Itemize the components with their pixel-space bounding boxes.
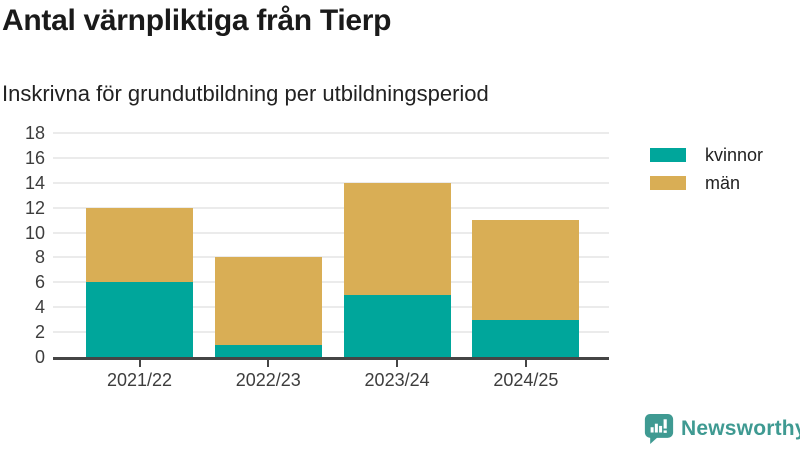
legend-label: män xyxy=(705,172,741,193)
y-axis-tick-label: 4 xyxy=(34,297,45,318)
y-axis-tick-label: 10 xyxy=(24,222,45,243)
bar-segment xyxy=(86,207,193,283)
newsworthy-bar-chart-bubble-icon xyxy=(644,414,674,444)
gridline xyxy=(53,306,609,309)
x-axis-tick xyxy=(396,360,399,367)
x-axis-tick-label: 2022/23 xyxy=(235,370,301,390)
newsworthy-logo: Newsworthy xyxy=(644,413,800,445)
y-axis-tick-label: 14 xyxy=(24,172,45,193)
y-axis-tick-label: 12 xyxy=(24,197,45,218)
chart-subtitle: Inskrivna för grundutbildning per utbild… xyxy=(2,81,489,106)
y-axis-tick-label: 6 xyxy=(34,272,45,293)
legend-label: kvinnor xyxy=(705,144,764,165)
y-axis-tick-label: 2 xyxy=(34,322,45,343)
legend-swatch-kvinnor xyxy=(650,148,686,162)
newsworthy-wordmark: Newsworthy xyxy=(681,417,800,440)
legend-item-män: män xyxy=(650,172,763,193)
gridline xyxy=(53,331,609,334)
legend-item-kvinnor: kvinnor xyxy=(650,144,764,165)
gridline xyxy=(53,281,609,284)
stacked-bar-chart-plot-area: 0 2 4 6 8 10 12 14 16 18 2021/22 2022/23 2023/24 2024… xyxy=(25,123,609,390)
bar-segment xyxy=(214,344,322,357)
x-axis-line xyxy=(53,357,609,360)
x-axis-tick xyxy=(524,360,527,367)
gridline xyxy=(53,156,609,159)
y-axis-tick-label: 8 xyxy=(34,247,45,268)
bar-segment xyxy=(214,257,322,345)
y-axis-tick-label: 18 xyxy=(24,123,45,143)
chart-title: Antal värnpliktiga från Tierp xyxy=(2,4,392,37)
gridline xyxy=(53,181,609,184)
legend-swatch-män xyxy=(650,176,686,190)
gridline xyxy=(53,231,609,234)
x-axis-tick xyxy=(138,360,141,367)
y-axis-tick-label: 16 xyxy=(24,147,45,168)
y-axis-tick-label: 0 xyxy=(34,347,45,367)
x-axis-tick xyxy=(267,360,270,367)
gridline xyxy=(53,206,609,209)
x-axis-tick-label: 2023/24 xyxy=(364,370,430,390)
x-axis-tick-label: 2024/25 xyxy=(493,370,559,390)
bar-segment xyxy=(343,182,451,295)
bar-segment xyxy=(472,220,580,320)
bar-segment xyxy=(86,282,193,357)
gridline xyxy=(53,132,609,134)
gridline xyxy=(53,256,609,259)
bar-segment xyxy=(472,319,580,357)
chart-legend: kvinnor män xyxy=(650,144,764,203)
x-axis-tick-label: 2021/22 xyxy=(106,370,173,390)
bar-segment xyxy=(343,294,451,357)
